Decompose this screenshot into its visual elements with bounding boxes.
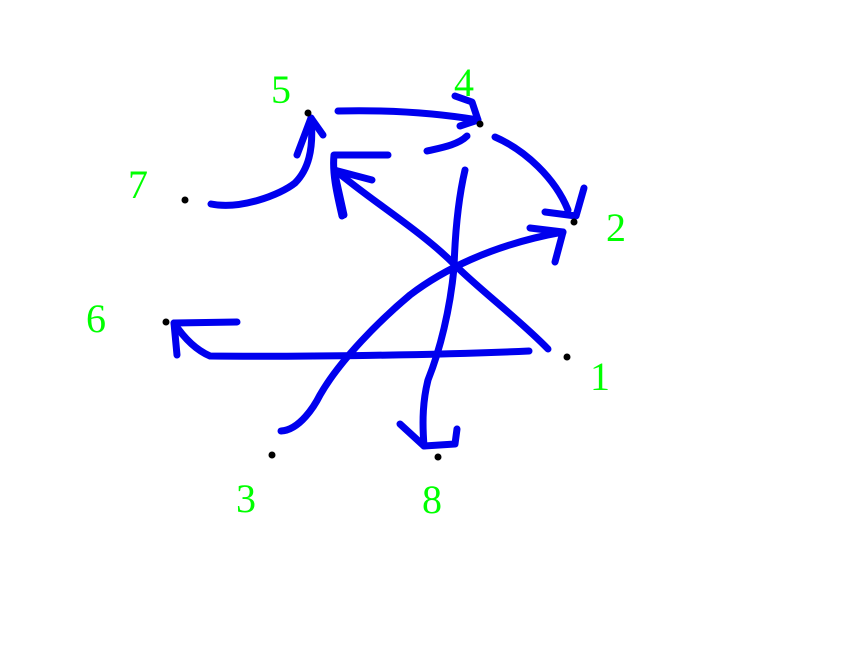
node-label-1: 1	[590, 354, 610, 399]
edge-1-to-5-arrowhead	[330, 166, 376, 219]
node-label-8: 8	[422, 477, 442, 522]
node-dot-1	[563, 353, 571, 361]
edge-5-to-8-arrowhead	[396, 420, 461, 450]
edge-4-to-2-arrowhead	[541, 184, 588, 220]
node-dot-4	[476, 120, 484, 128]
edge-4-to-5	[423, 132, 471, 155]
node-labels: 1 2 3 4 5 6 7 8	[86, 60, 626, 522]
node-label-6: 6	[86, 296, 106, 341]
node-label-3: 3	[236, 476, 256, 521]
edge-4-to-2	[491, 133, 572, 214]
edge-5-to-4-arrowhead	[451, 92, 482, 130]
edge-3-to-2	[277, 228, 567, 435]
node-dots	[162, 109, 578, 461]
edge-5-to-8	[419, 166, 469, 450]
edge-5-to-4	[334, 107, 482, 124]
node-dot-2	[570, 218, 578, 226]
edges	[170, 92, 588, 450]
edge-7-to-5-arrowhead	[293, 114, 327, 159]
edge-3-to-2-arrowhead	[526, 224, 567, 266]
node-label-5: 5	[271, 67, 291, 112]
node-label-2: 2	[606, 205, 626, 250]
edge-1-to-6-arrowhead	[170, 318, 241, 359]
node-dot-8	[434, 453, 442, 461]
node-dot-6	[162, 318, 170, 326]
edge-7-to-5	[207, 114, 316, 209]
node-dot-5	[304, 109, 312, 117]
node-label-4: 4	[454, 60, 474, 105]
node-dot-7	[181, 196, 189, 204]
edge-1-to-6	[170, 319, 533, 360]
node-label-7: 7	[128, 162, 148, 207]
node-dot-3	[268, 451, 276, 459]
